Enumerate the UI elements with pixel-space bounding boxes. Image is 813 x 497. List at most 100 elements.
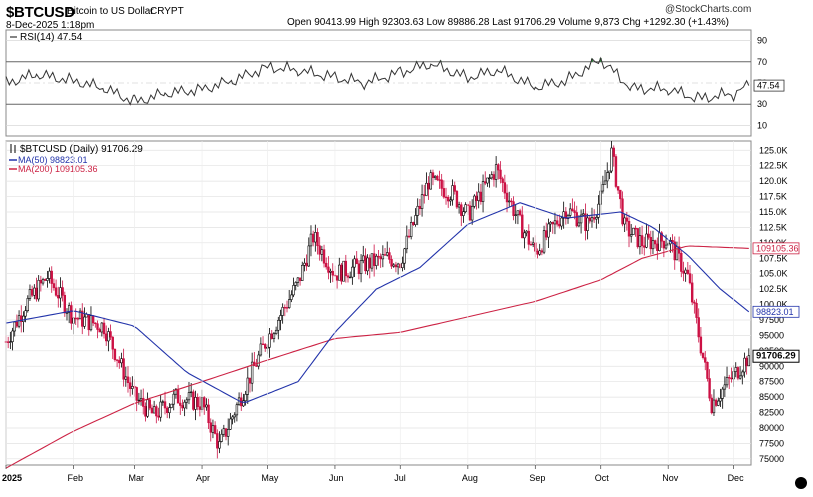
candle-body	[545, 230, 548, 238]
candle-body	[57, 295, 60, 299]
candle-body	[564, 211, 568, 219]
candle-body	[22, 315, 25, 322]
candle-body	[475, 195, 478, 201]
candle-body	[218, 441, 221, 449]
candle-body	[405, 235, 409, 250]
candle-body	[553, 220, 557, 225]
candle-body	[109, 331, 112, 338]
candle-body	[248, 377, 252, 384]
candle-body	[501, 178, 504, 183]
candle-body	[366, 257, 369, 272]
candle-body	[660, 232, 663, 242]
candle-body	[192, 391, 195, 410]
candle-body	[83, 316, 86, 327]
month-label: Jul	[394, 473, 406, 483]
candle-body	[697, 317, 700, 338]
candle-body	[353, 258, 356, 268]
candle-body	[98, 329, 101, 333]
candle-body	[259, 343, 263, 356]
candle-body	[322, 249, 326, 264]
price-tick-labels: 125.0K122.5K120.0K117.5K115.0K112.5K110.…	[759, 145, 788, 464]
svg-text:91706.29: 91706.29	[756, 351, 796, 362]
candle-body	[189, 391, 193, 394]
candle-body	[244, 394, 247, 402]
price-tick-label: 100.0K	[759, 300, 788, 310]
candle-body	[629, 234, 633, 237]
candle-body	[379, 256, 382, 260]
candle-body	[741, 371, 744, 377]
candle-body	[680, 253, 683, 272]
candle-body	[30, 289, 34, 296]
candle-body	[44, 279, 47, 281]
candle-body	[525, 230, 528, 234]
candle-body	[412, 222, 415, 225]
candle-body	[508, 200, 511, 203]
candle-body	[246, 377, 249, 395]
candle-body	[423, 194, 426, 196]
candle-body	[516, 210, 520, 216]
candle-body	[331, 270, 334, 276]
candle-body	[91, 315, 95, 324]
candle-body	[584, 213, 587, 231]
candle-body	[283, 307, 287, 309]
candle-body	[616, 186, 620, 191]
candle-body	[582, 213, 585, 216]
candle-body	[714, 399, 718, 406]
price-panel: 125.0K122.5K120.0K117.5K115.0K112.5K110.…	[4, 140, 800, 469]
candle-body	[686, 269, 690, 274]
candle-body	[601, 184, 605, 192]
candle-body	[728, 377, 731, 379]
candle-body	[124, 376, 128, 380]
candle-body	[704, 357, 707, 363]
price-legend-title: $BTCUSD (Daily) 91706.29	[20, 144, 143, 155]
candle-body	[523, 232, 526, 239]
candle-body	[738, 375, 742, 379]
candle-body	[444, 196, 448, 199]
candle-body	[63, 294, 67, 314]
candle-body	[277, 320, 280, 331]
candle-body	[447, 197, 450, 202]
candle-body	[285, 307, 289, 309]
candle-body	[481, 181, 485, 202]
candle-body	[298, 277, 302, 281]
candle-body	[26, 298, 29, 311]
candle-body	[710, 397, 713, 414]
candle-body	[35, 287, 38, 300]
candle-body	[41, 279, 45, 284]
candle-body	[61, 287, 64, 296]
rsi-tick-label: 70	[757, 57, 767, 67]
candle-body	[231, 416, 234, 420]
candle-body	[33, 287, 36, 296]
rsi-current-tag: 47.54	[753, 79, 785, 92]
candle-body	[165, 407, 169, 414]
candle-body	[719, 398, 722, 402]
candle-body	[730, 377, 733, 380]
candle-body	[555, 220, 559, 225]
candle-body	[721, 388, 724, 399]
candle-body	[388, 252, 391, 260]
price-tick-label: 102.5K	[759, 284, 788, 294]
candle-body	[392, 264, 395, 267]
candle-body	[518, 210, 522, 216]
candle-body	[54, 287, 58, 296]
ma50-value-tag: 98823.01	[752, 305, 800, 318]
candle-body	[653, 240, 657, 245]
candle-body	[577, 222, 581, 227]
candle-body	[634, 227, 637, 230]
candle-body	[161, 401, 165, 403]
price-tick-label: 75000	[759, 454, 784, 464]
candle-body	[540, 250, 544, 253]
candle-body	[370, 253, 374, 269]
candle-body	[172, 393, 175, 405]
candle-body	[484, 181, 487, 184]
candle-body	[457, 204, 461, 208]
candle-body	[348, 276, 352, 279]
candle-body	[102, 322, 106, 335]
candle-body	[610, 147, 613, 172]
price-tick-label: 112.5K	[759, 222, 787, 232]
candle-body	[597, 203, 600, 218]
candle-body	[111, 336, 114, 350]
candle-body	[96, 323, 99, 330]
candle-legend-icon	[10, 144, 16, 153]
candle-body	[314, 232, 317, 243]
